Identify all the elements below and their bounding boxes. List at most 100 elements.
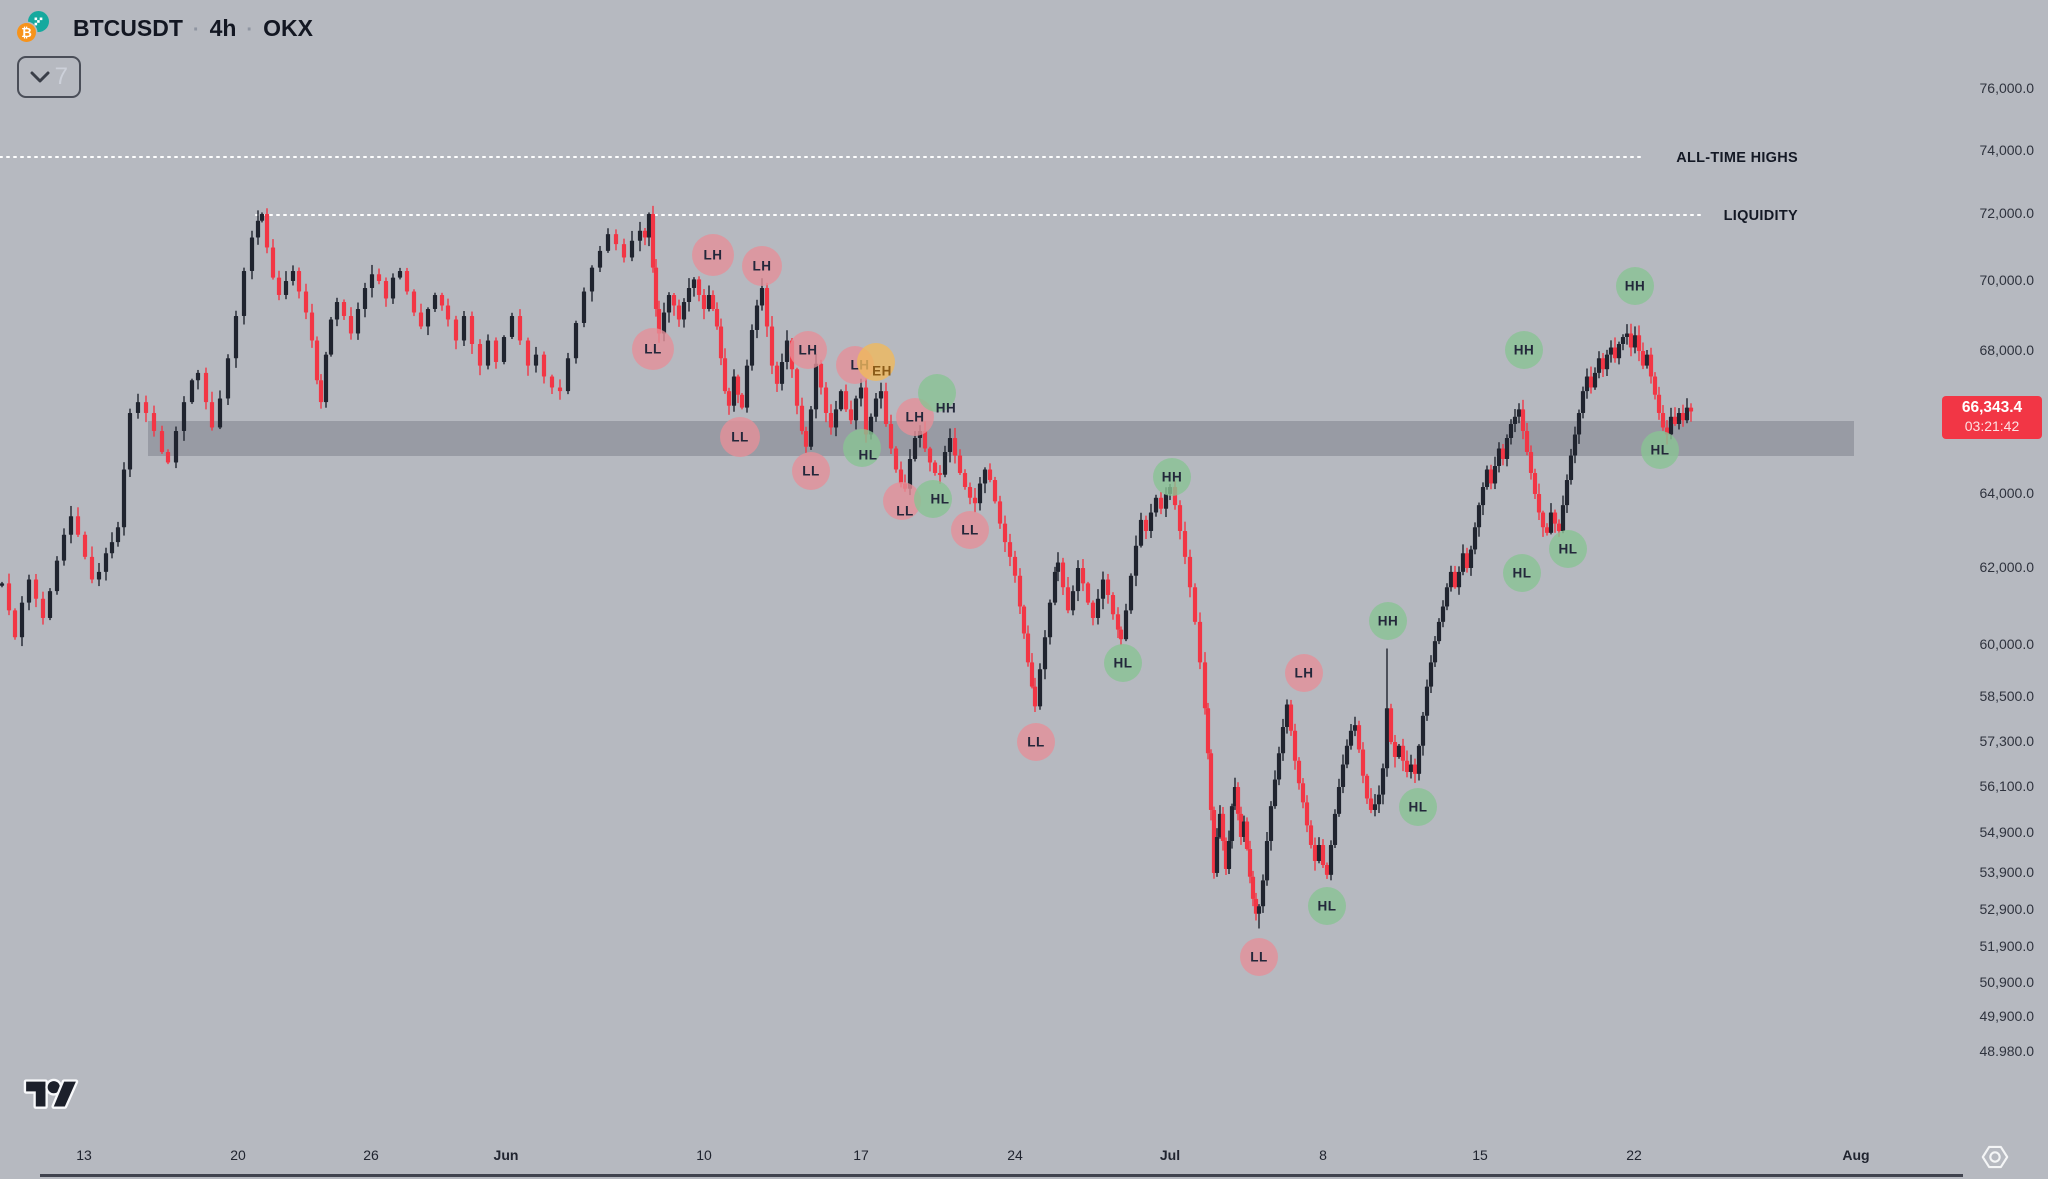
candle-body bbox=[296, 270, 302, 292]
candle-body bbox=[276, 277, 282, 295]
candle-body bbox=[1197, 621, 1203, 663]
candle-body bbox=[932, 462, 938, 473]
candle-body bbox=[1105, 579, 1111, 595]
candle-body bbox=[173, 431, 179, 463]
structure-marker-lh[interactable]: LH bbox=[789, 331, 827, 369]
marker-label: LL bbox=[1027, 735, 1045, 750]
candle-body bbox=[1536, 494, 1542, 513]
structure-marker-hl[interactable]: HL bbox=[914, 480, 952, 518]
candle-body bbox=[323, 354, 329, 403]
marker-label: HH bbox=[1162, 470, 1183, 485]
marker-circle bbox=[896, 398, 934, 436]
candle-body bbox=[642, 230, 648, 238]
candle-body bbox=[637, 230, 643, 241]
candle-body bbox=[691, 279, 697, 288]
legend-collapse-button[interactable]: 7 bbox=[17, 56, 81, 98]
candle-body bbox=[1205, 708, 1211, 754]
candle-body bbox=[1624, 333, 1630, 337]
axis-settings-icon[interactable] bbox=[1978, 1140, 2012, 1174]
candle-body bbox=[597, 250, 603, 268]
structure-marker-lh[interactable]: LH bbox=[742, 246, 782, 286]
candle-body bbox=[1392, 742, 1398, 757]
structure-marker-lh[interactable]: LH bbox=[896, 398, 934, 436]
candle-body bbox=[1620, 337, 1626, 344]
candle-body bbox=[1532, 473, 1538, 494]
structure-marker-ll[interactable]: LL bbox=[1240, 938, 1278, 976]
structure-marker-hl[interactable]: HL bbox=[843, 429, 881, 467]
structure-marker-hh[interactable]: HH bbox=[1616, 267, 1654, 305]
structure-marker-ll[interactable]: LL bbox=[792, 452, 830, 490]
candle-body bbox=[241, 270, 247, 316]
candle-body bbox=[1220, 813, 1226, 841]
price-tick: 56,100.0 bbox=[1979, 778, 2035, 794]
candle-body bbox=[1037, 669, 1043, 707]
candle-body bbox=[283, 281, 289, 295]
candle-body bbox=[1308, 825, 1314, 845]
structure-marker-eh[interactable]: EH bbox=[857, 343, 895, 381]
candle-body bbox=[1177, 505, 1183, 531]
structure-marker-hh[interactable]: HH bbox=[918, 374, 956, 416]
structure-marker-lh[interactable]: LH bbox=[1285, 654, 1323, 692]
candle-body bbox=[967, 487, 973, 498]
candle-body bbox=[1226, 841, 1232, 869]
candle-body bbox=[774, 365, 780, 384]
marker-circle bbox=[720, 417, 760, 457]
candle-body bbox=[1202, 662, 1208, 709]
structure-marker-hl[interactable]: HL bbox=[1308, 887, 1346, 925]
candle-body bbox=[1075, 568, 1081, 592]
structure-marker-hh[interactable]: HH bbox=[1153, 458, 1191, 496]
tradingview-logo[interactable] bbox=[21, 1072, 81, 1119]
candle-body bbox=[1540, 512, 1546, 528]
structure-marker-ll[interactable]: LL bbox=[883, 482, 921, 520]
marker-label: LL bbox=[731, 430, 749, 445]
structure-marker-hl[interactable]: HL bbox=[1399, 788, 1437, 826]
structure-marker-hl[interactable]: HL bbox=[1549, 530, 1587, 568]
structure-marker-hl[interactable]: HL bbox=[1104, 644, 1142, 682]
structure-marker-ll[interactable]: LL bbox=[951, 511, 989, 549]
candle-body bbox=[1344, 745, 1350, 765]
level-label: LIQUIDITY bbox=[1724, 208, 1798, 224]
candle-body bbox=[710, 295, 716, 309]
candle-body bbox=[878, 391, 884, 399]
candle-body bbox=[1584, 376, 1590, 392]
candle-body bbox=[1360, 749, 1366, 776]
marker-circle bbox=[1285, 654, 1323, 692]
candle-body bbox=[1556, 523, 1562, 531]
chevron-down-icon bbox=[30, 71, 50, 83]
marker-circle bbox=[1308, 887, 1346, 925]
marker-label: LH bbox=[799, 343, 818, 358]
supply-zone[interactable] bbox=[148, 421, 1854, 456]
marker-label: HH bbox=[1514, 343, 1535, 358]
price-tick: 74,000.0 bbox=[1979, 142, 2035, 158]
candle-body bbox=[573, 323, 579, 359]
candle-body bbox=[1090, 602, 1096, 619]
candle-body bbox=[1340, 764, 1346, 787]
marker-circle bbox=[1641, 431, 1679, 469]
candle-body bbox=[1118, 629, 1124, 640]
structure-marker-hl[interactable]: HL bbox=[1641, 431, 1679, 469]
candle-body bbox=[259, 214, 265, 221]
candle-body bbox=[987, 469, 993, 480]
last-price-value: 66,343.4 bbox=[1961, 399, 2023, 416]
candle-body bbox=[992, 480, 998, 502]
candle-body bbox=[706, 295, 712, 309]
structure-marker-hh[interactable]: HH bbox=[1505, 331, 1543, 369]
candle-body bbox=[383, 281, 389, 299]
candle-body bbox=[1272, 779, 1278, 807]
candle-body bbox=[650, 214, 656, 268]
structure-marker-ll[interactable]: LL bbox=[720, 417, 760, 457]
structure-marker-hl[interactable]: HL bbox=[1503, 554, 1541, 592]
structure-marker-hh[interactable]: HH bbox=[1369, 602, 1407, 640]
symbol-header[interactable]: ₿ BTCUSDT · 4h · OKX bbox=[17, 10, 313, 46]
candle-body bbox=[68, 516, 74, 535]
structure-marker-ll[interactable]: LL bbox=[632, 328, 674, 370]
candle-body bbox=[26, 579, 32, 603]
candle-body bbox=[1356, 725, 1362, 750]
candle-body bbox=[997, 501, 1003, 524]
structure-marker-lh[interactable]: LH bbox=[692, 234, 734, 276]
candle-body bbox=[972, 497, 978, 504]
candle-body bbox=[1080, 568, 1086, 584]
structure-marker-ll[interactable]: LL bbox=[1017, 723, 1055, 761]
candle-body bbox=[629, 240, 635, 258]
